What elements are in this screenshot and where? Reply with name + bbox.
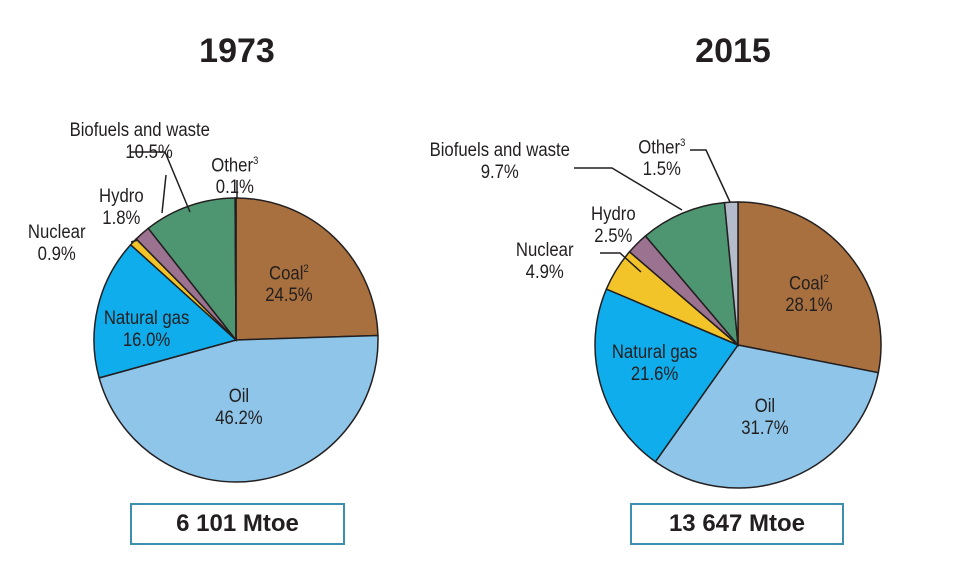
- label-2015-coal: Coal2 28.1%: [785, 273, 833, 317]
- total-1973: 6 101 Mtoe: [130, 503, 345, 545]
- pie-slice-2015-oil: [654, 344, 880, 489]
- leader-line-1973-0: [130, 151, 191, 213]
- label-1973-other: Other3 0.1%: [211, 155, 259, 199]
- pie-slice-1973-natural-gas: [93, 243, 238, 379]
- total-2015: 13 647 Mtoe: [630, 503, 844, 545]
- label-2015-oil: Oil 31.7%: [741, 396, 789, 439]
- pie-slice-1973-oil: [98, 334, 379, 483]
- pie-slice-2015-other: [723, 201, 739, 346]
- pie-slice-1973-coal: [235, 197, 379, 341]
- pie-slice-2015-coal: [737, 201, 882, 374]
- label-2015-hydro: Hydro 2.5%: [591, 204, 636, 247]
- label-2015-other: Other3 1.5%: [638, 137, 686, 181]
- pie-slice-2015-biofuels-and-waste: [644, 201, 739, 348]
- pie-slice-2015-natural-gas: [594, 288, 740, 463]
- leader-line-2015-2: [690, 149, 731, 203]
- leader-line-1973-2: [161, 174, 167, 214]
- label-1973-biofuels: Biofuels and waste 10.5%: [69, 120, 210, 163]
- label-1973-hydro: Hydro 1.8%: [99, 186, 144, 229]
- leader-line-2015-1: [600, 252, 642, 273]
- label-2015-gas: Natural gas 21.6%: [611, 342, 698, 385]
- label-1973-oil: Oil 46.2%: [215, 386, 263, 429]
- pie-slice-1973-biofuels-and-waste: [147, 197, 237, 343]
- leader-line-1973-1: [130, 239, 139, 243]
- label-2015-nuclear: Nuclear 4.9%: [515, 240, 574, 283]
- pie-1973-title: 1973: [199, 32, 275, 70]
- label-1973-coal: Coal2 24.5%: [265, 263, 313, 307]
- label-1973-gas: Natural gas 16.0%: [103, 308, 190, 351]
- leader-line-2015-0: [574, 167, 683, 211]
- pie-2015-title: 2015: [695, 32, 771, 70]
- pie-slice-1973-other: [234, 197, 237, 341]
- label-1973-nuclear: Nuclear 0.9%: [27, 222, 86, 265]
- label-2015-biofuels: Biofuels and waste 9.7%: [429, 140, 570, 183]
